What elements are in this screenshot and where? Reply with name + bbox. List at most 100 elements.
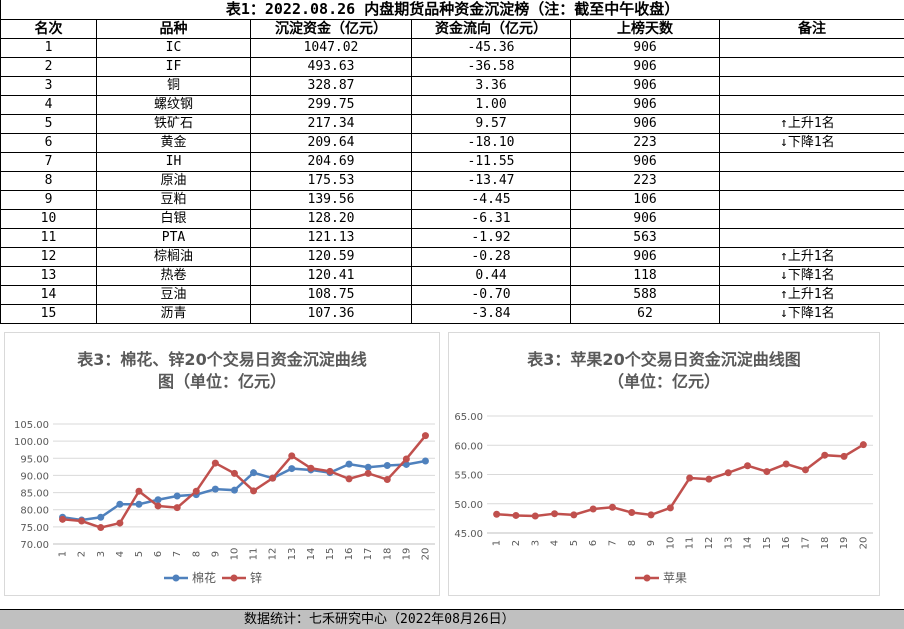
variety-cell: 沥青 (97, 305, 251, 324)
series-line-0 (63, 461, 426, 520)
rank-cell: 5 (1, 115, 97, 134)
data-point (135, 488, 142, 495)
x-tick-label: 11 (685, 537, 696, 550)
x-tick-label: 15 (325, 548, 336, 561)
data-point (570, 511, 577, 518)
data-point (860, 441, 867, 448)
data-point (326, 468, 333, 475)
data-point (116, 501, 123, 508)
rank-cell: 1 (1, 39, 97, 58)
note-cell: ↓下降1名 (720, 134, 904, 153)
data-point (365, 464, 372, 471)
data-point (648, 511, 655, 518)
note-cell (720, 229, 904, 248)
series-line-0 (497, 445, 864, 516)
data-point (174, 493, 181, 500)
chart-apple-svg: 表3：苹果20个交易日资金沉淀曲线图（单位：亿元）45.0050.0055.00… (449, 333, 879, 595)
note-cell: ↑上升1名 (720, 248, 904, 267)
col-capital: 沉淀资金（亿元） (251, 20, 412, 39)
data-point (628, 509, 635, 516)
data-point (174, 504, 181, 511)
data-point (384, 462, 391, 469)
variety-cell: IF (97, 58, 251, 77)
data-point (135, 501, 142, 508)
data-point (288, 452, 295, 459)
rank-cell: 3 (1, 77, 97, 96)
y-tick-label: 50.00 (454, 500, 483, 511)
y-tick-label: 100.00 (14, 437, 49, 448)
data-point (705, 476, 712, 483)
variety-cell: 黄金 (97, 134, 251, 153)
data-point (744, 462, 751, 469)
flow-cell: -6.31 (412, 210, 571, 229)
data-point (802, 466, 809, 473)
data-point (346, 461, 353, 468)
x-tick-label: 18 (820, 537, 831, 550)
note-cell (720, 39, 904, 58)
data-point (422, 432, 429, 439)
variety-cell: 原油 (97, 172, 251, 191)
x-tick-label: 5 (134, 551, 145, 557)
y-tick-label: 55.00 (454, 471, 483, 482)
data-point (821, 452, 828, 459)
y-tick-label: 75.00 (20, 523, 49, 534)
days-cell: 906 (571, 115, 720, 134)
note-cell (720, 191, 904, 210)
flow-cell: -36.58 (412, 58, 571, 77)
variety-cell: 铜 (97, 77, 251, 96)
capital-cell: 120.59 (251, 248, 412, 267)
y-tick-label: 95.00 (20, 454, 49, 465)
x-tick-label: 14 (743, 537, 754, 550)
days-cell: 906 (571, 153, 720, 172)
data-point (532, 513, 539, 520)
legend-marker (173, 575, 180, 582)
x-tick-label: 10 (229, 548, 240, 561)
data-point (212, 486, 219, 493)
y-tick-label: 90.00 (20, 471, 49, 482)
variety-cell: IC (97, 39, 251, 58)
x-tick-label: 8 (627, 540, 638, 546)
y-tick-label: 85.00 (20, 489, 49, 500)
variety-cell: IH (97, 153, 251, 172)
days-cell: 563 (571, 229, 720, 248)
y-tick-label: 80.00 (20, 506, 49, 517)
flow-cell: -45.36 (412, 39, 571, 58)
data-point (97, 514, 104, 521)
x-tick-label: 4 (550, 540, 561, 546)
data-point (609, 504, 616, 511)
data-point (725, 469, 732, 476)
x-tick-label: 18 (382, 548, 393, 561)
capital-cell: 493.63 (251, 58, 412, 77)
flow-cell: -13.47 (412, 172, 571, 191)
x-tick-label: 7 (607, 540, 618, 546)
chart-title: 图（单位：亿元） (158, 372, 286, 391)
x-tick-label: 20 (420, 548, 431, 561)
x-tick-label: 2 (511, 540, 522, 546)
data-point (250, 487, 257, 494)
capital-cell: 328.87 (251, 77, 412, 96)
chart-title: 表3：苹果20个交易日资金沉淀曲线图 (526, 350, 800, 369)
x-tick-label: 3 (96, 551, 107, 557)
capital-cell: 107.36 (251, 305, 412, 324)
days-cell: 906 (571, 248, 720, 267)
capital-cell: 299.75 (251, 96, 412, 115)
variety-cell: 热卷 (97, 267, 251, 286)
note-cell: ↓下降1名 (720, 305, 904, 324)
days-cell: 906 (571, 39, 720, 58)
capital-cell: 1047.02 (251, 39, 412, 58)
flow-cell: -0.70 (412, 286, 571, 305)
x-tick-label: 4 (115, 551, 126, 557)
note-cell (720, 58, 904, 77)
x-tick-label: 10 (665, 537, 676, 550)
variety-cell: PTA (97, 229, 251, 248)
footer-bar: 数据统计：七禾研究中心（2022年08月26日） (0, 609, 904, 629)
